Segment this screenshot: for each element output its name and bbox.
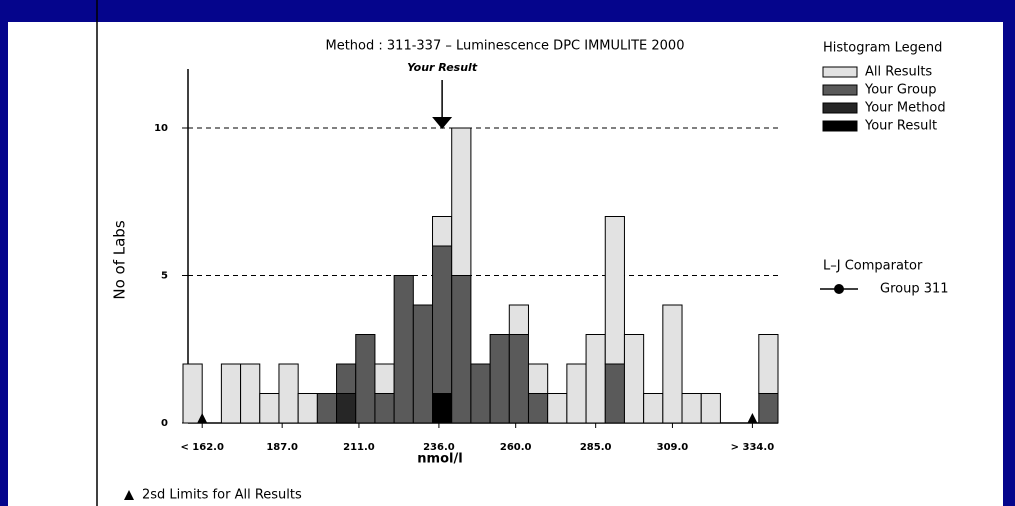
y-tick-label: 0	[161, 418, 168, 429]
legend-label: Your Group	[864, 83, 936, 98]
legend-swatch	[822, 102, 858, 114]
bar-segment	[374, 363, 395, 394]
result-arrowhead	[432, 117, 453, 129]
bar-segment	[278, 363, 299, 424]
bar-segment	[432, 216, 453, 247]
bar-segment	[643, 393, 664, 424]
chart-title: Method : 311-337 – Luminescence DPC IMMU…	[326, 39, 685, 54]
sd-limit-marker	[747, 413, 758, 423]
legend-label: All Results	[865, 65, 932, 80]
bar-segment	[662, 304, 683, 424]
bar-segment	[604, 216, 625, 365]
bar-segment	[566, 363, 587, 424]
bar-segment	[297, 393, 318, 424]
bar-segment	[489, 334, 510, 424]
bar-segment	[604, 363, 625, 424]
x-tick-label: 211.0	[343, 442, 375, 453]
legend-title: Histogram Legend	[823, 41, 942, 56]
legend-label: Your Method	[864, 101, 946, 116]
bar-segment	[220, 363, 242, 424]
bar-segment	[470, 363, 491, 424]
bar-segment	[508, 304, 529, 335]
x-tick-label: 260.0	[500, 442, 532, 453]
bar-segment	[259, 393, 280, 424]
x-tick-label: < 162.0	[180, 442, 224, 453]
bar-segment	[527, 363, 549, 394]
bar-segment	[393, 275, 414, 424]
bar-segment	[585, 334, 606, 424]
x-tick-label: 285.0	[580, 442, 612, 453]
comparator-dot	[834, 284, 844, 294]
bar-segment	[182, 363, 203, 424]
x-tick-label: > 334.0	[731, 442, 775, 453]
x-tick-label: 236.0	[423, 442, 455, 453]
bar-segment	[527, 393, 549, 424]
footnote: 2sd Limits for All Results	[142, 488, 302, 503]
bar-segment	[412, 304, 434, 424]
y-axis-label: No of Labs	[111, 220, 129, 299]
legend-swatch	[822, 84, 858, 96]
legend-swatch	[822, 120, 858, 132]
bar-segment	[681, 393, 702, 424]
legend-swatch	[822, 66, 858, 78]
bar-segment	[451, 127, 472, 276]
bar-segment	[758, 334, 779, 394]
bar-segment	[240, 363, 261, 424]
comparator-entry: Group 311	[880, 282, 949, 297]
bar-segment	[432, 393, 453, 424]
x-tick-label: 187.0	[266, 442, 298, 453]
legend-label: Your Result	[864, 119, 937, 134]
bar-segment	[547, 393, 568, 424]
bar-segment	[336, 363, 357, 394]
bar-segment	[336, 393, 357, 424]
x-axis-label: nmol/l	[417, 452, 462, 467]
bar-segment	[451, 275, 472, 424]
y-tick-label: 10	[154, 123, 168, 134]
bar-segment	[623, 334, 645, 424]
bar-segment	[374, 393, 395, 424]
footnote-triangle	[124, 490, 134, 500]
bar-segment	[700, 393, 721, 424]
bar-segment	[508, 334, 529, 424]
bar-segment	[316, 393, 338, 424]
bar-segment	[432, 245, 453, 394]
bar-segment	[758, 393, 779, 424]
y-tick-label: 5	[161, 271, 168, 282]
sd-limit-marker	[197, 413, 208, 423]
comparator-title: L–J Comparator	[823, 259, 923, 274]
bar-segment	[355, 334, 376, 424]
x-tick-label: 309.0	[657, 442, 689, 453]
annotation: Your Result	[407, 61, 478, 74]
